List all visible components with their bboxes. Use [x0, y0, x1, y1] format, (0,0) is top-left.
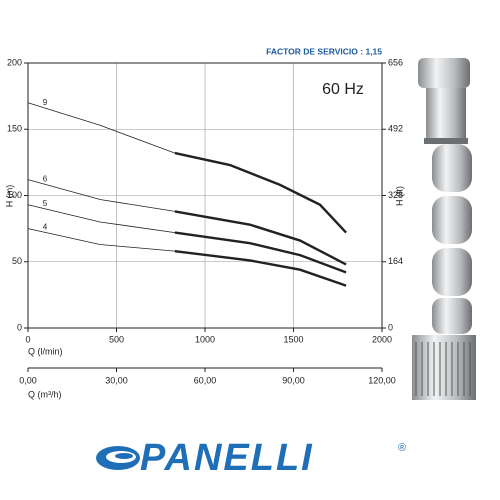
subtitle: FACTOR DE SERVICIO : 1,15 — [266, 46, 382, 56]
x-tick-label: 1000 — [195, 334, 215, 344]
curve-label: 6 — [43, 174, 48, 183]
curve-operating — [174, 210, 347, 266]
y-tick-label: 0 — [17, 322, 22, 332]
plot-frame — [27, 62, 383, 329]
x2-tick-label: 0,00 — [19, 375, 37, 385]
x2-tick-label: 30,00 — [105, 375, 128, 385]
y2-tick-label: 492 — [388, 124, 403, 134]
y-tick-label: 150 — [7, 124, 22, 134]
curve-operating — [174, 151, 347, 234]
x2-tick-label: 60,00 — [194, 375, 217, 385]
y2-tick-label: 328 — [388, 190, 403, 200]
annotation: 60 Hz — [322, 81, 364, 98]
logo-mark: ® — [398, 442, 406, 454]
annotation-box — [310, 74, 376, 104]
x2-tick-label: 90,00 — [282, 375, 305, 385]
curve — [27, 204, 347, 273]
y2-axis-label: H (ft) — [394, 186, 404, 206]
pump-image — [412, 58, 476, 400]
y2-tick-label: 656 — [388, 57, 403, 67]
x-axis-label: Q (l/min) — [28, 346, 63, 356]
y2-tick-label: 0 — [388, 322, 393, 332]
curve-label: 5 — [43, 199, 48, 208]
y-axis-label: H (m) — [4, 185, 14, 208]
y-tick-label: 200 — [7, 57, 22, 67]
y-tick-label: 100 — [7, 190, 22, 200]
x2-axis-label: Q (m³/h) — [28, 389, 62, 399]
curve — [27, 228, 347, 286]
curve-operating — [174, 249, 347, 287]
x-tick-label: 500 — [109, 334, 124, 344]
logo-text: PANELLI — [140, 437, 314, 479]
x-tick-label: 2000 — [372, 334, 392, 344]
logo: PANELLI ® — [96, 437, 406, 479]
x-tick-label: 1500 — [283, 334, 303, 344]
curve-operating — [174, 231, 347, 274]
x-tick-label: 0 — [25, 334, 30, 344]
curve-label: 9 — [43, 98, 48, 107]
x2-tick-label: 120,00 — [368, 375, 396, 385]
curve-label: 4 — [43, 222, 48, 231]
y-tick-label: 50 — [12, 256, 22, 266]
y2-tick-label: 164 — [388, 256, 403, 266]
